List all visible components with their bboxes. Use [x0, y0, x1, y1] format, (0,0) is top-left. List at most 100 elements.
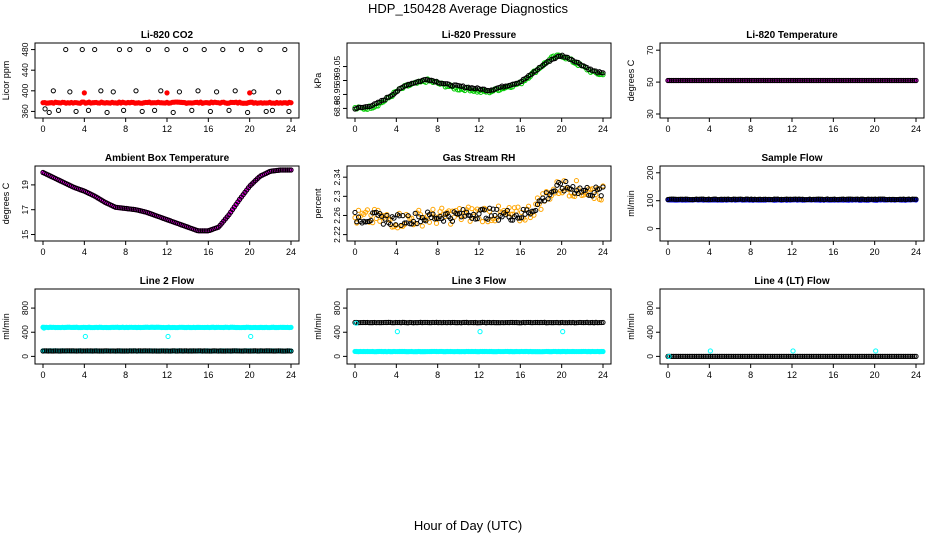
- data-point: [732, 77, 738, 84]
- data-point: [723, 77, 730, 84]
- data-point: [764, 196, 770, 203]
- data-point: [683, 353, 689, 359]
- x-tick-label: 20: [557, 247, 567, 257]
- data-point: [851, 196, 857, 202]
- data-point: [185, 348, 191, 354]
- data-point: [778, 77, 784, 84]
- data-point: [155, 348, 161, 354]
- data-point: [869, 353, 875, 359]
- y-tick-label: 480: [20, 42, 30, 56]
- data-point: [715, 353, 721, 359]
- data-point: [538, 206, 544, 212]
- data-point: [803, 77, 809, 84]
- data-point: [217, 348, 223, 354]
- data-point: [667, 196, 673, 202]
- data-point: [416, 207, 422, 213]
- data-point: [879, 196, 885, 202]
- data-point: [176, 89, 182, 95]
- data-point: [476, 320, 482, 326]
- data-point: [561, 54, 567, 60]
- data-point: [540, 319, 546, 326]
- data-point: [725, 77, 731, 84]
- data-point: [790, 348, 796, 354]
- data-point: [849, 353, 855, 359]
- data-point: [378, 319, 385, 326]
- data-point: [439, 320, 445, 326]
- data-point: [355, 320, 362, 326]
- x-tick-label: 12: [474, 247, 484, 257]
- data-point: [807, 353, 813, 359]
- data-point: [750, 353, 756, 359]
- data-point: [43, 348, 50, 354]
- data-point: [792, 77, 799, 84]
- data-point: [858, 353, 864, 359]
- data-point: [842, 353, 848, 359]
- data-point: [913, 77, 919, 84]
- data-point: [412, 210, 418, 216]
- data-point: [439, 205, 445, 211]
- panel-1: Li-820 CO2 Licor ppm 0 4 8 12 16 20 24 360 400 440 4…: [1, 30, 300, 134]
- data-point: [440, 81, 447, 87]
- panel-6: Sample Flow ml/min 0 4 8 12 16 20 24 0 100 200: [626, 153, 925, 257]
- panel-title: Ambient Box Temperature: [105, 153, 230, 164]
- data-point: [557, 181, 564, 187]
- data-point: [787, 353, 793, 359]
- data-point: [561, 320, 567, 326]
- panel-title: Line 3 Flow: [452, 276, 507, 287]
- data-point: [104, 348, 110, 354]
- data-point: [416, 214, 422, 220]
- data-point: [359, 319, 365, 326]
- data-point: [233, 348, 239, 354]
- data-point: [893, 196, 900, 203]
- data-point: [892, 77, 898, 84]
- x-tick-label: 20: [245, 124, 255, 134]
- data-point: [238, 348, 244, 354]
- data-point: [835, 77, 841, 84]
- panel-7: Line 2 Flow ml/min 0 4 8 12 16 20 24 0 400 800: [1, 276, 300, 380]
- data-point: [410, 320, 417, 326]
- data-point: [727, 353, 733, 359]
- data-point: [679, 77, 685, 84]
- data-point: [901, 353, 907, 359]
- x-tick-label: 20: [245, 247, 255, 257]
- data-point: [160, 348, 167, 354]
- data-point: [458, 214, 464, 220]
- data-point: [768, 77, 774, 84]
- data-point: [785, 77, 792, 84]
- data-point: [741, 77, 747, 84]
- x-tick-label: 20: [245, 370, 255, 380]
- data-point: [451, 82, 457, 88]
- data-point: [502, 83, 509, 89]
- data-point: [560, 329, 566, 335]
- data-point: [895, 353, 901, 359]
- data-point: [833, 77, 839, 84]
- data-point: [286, 108, 292, 115]
- data-point: [796, 353, 802, 359]
- data-point: [210, 348, 216, 354]
- data-point: [780, 196, 786, 203]
- data-point: [145, 46, 151, 53]
- data-point: [785, 196, 792, 202]
- data-point: [387, 221, 394, 228]
- y-tick-label: 68.9: [332, 100, 342, 117]
- data-point: [684, 353, 691, 359]
- data-point: [282, 46, 288, 53]
- data-point: [563, 178, 569, 185]
- panel-9: Line 4 (LT) Flow ml/min 0 4 8 12 16 20 24 0 400 800: [626, 276, 925, 380]
- x-tick-label: 0: [40, 247, 45, 257]
- x-tick-label: 20: [557, 370, 567, 380]
- x-tick-label: 8: [123, 247, 128, 257]
- data-point: [502, 319, 509, 326]
- data-point: [277, 348, 283, 354]
- data-point: [668, 77, 675, 84]
- data-point: [869, 196, 875, 202]
- data-point: [249, 348, 255, 354]
- data-point: [837, 77, 843, 84]
- data-point: [906, 77, 912, 84]
- data-point: [361, 319, 367, 326]
- data-point: [203, 348, 209, 354]
- data-point: [862, 77, 868, 84]
- data-point: [863, 353, 870, 359]
- data-point: [766, 77, 772, 84]
- data-point: [492, 212, 498, 219]
